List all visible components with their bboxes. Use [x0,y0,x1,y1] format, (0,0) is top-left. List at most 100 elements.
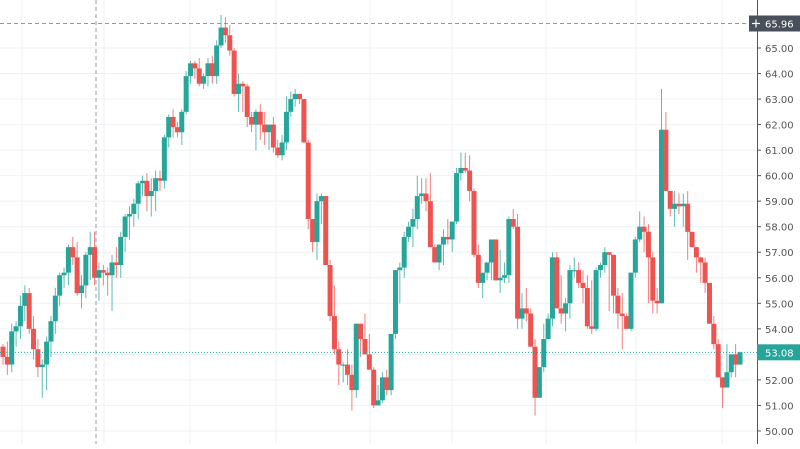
candle[interactable] [35,339,41,378]
candle[interactable] [366,333,372,370]
candle[interactable] [659,88,665,304]
candle[interactable] [240,81,246,112]
candle[interactable] [345,349,351,385]
candle[interactable] [140,175,146,197]
candle[interactable] [615,287,621,329]
candle[interactable] [336,341,342,385]
candle[interactable] [392,270,398,340]
candle[interactable] [179,109,185,146]
candle[interactable] [454,167,460,225]
candle[interactable] [663,111,669,191]
candle[interactable] [602,247,608,273]
candle[interactable] [711,316,717,350]
candle[interactable] [632,236,638,278]
candle[interactable] [218,14,224,48]
candle[interactable] [427,173,433,248]
candle[interactable] [449,221,455,253]
candle[interactable] [253,109,259,151]
candle[interactable] [262,111,268,146]
candle[interactable] [92,231,98,286]
candle[interactable] [371,367,377,408]
candle[interactable] [57,272,63,306]
candle[interactable] [401,231,407,278]
candle[interactable] [331,285,337,355]
candle[interactable] [536,367,542,398]
candle[interactable] [201,73,207,89]
candle[interactable] [305,139,311,230]
candle[interactable] [87,231,93,281]
candle[interactable] [384,369,390,396]
candle[interactable] [698,257,704,283]
candle[interactable] [549,252,555,327]
candle[interactable] [563,298,569,332]
candle[interactable] [515,213,521,329]
candle[interactable] [349,364,355,411]
candle[interactable] [166,114,172,148]
candle[interactable] [737,351,743,365]
candle[interactable] [288,91,294,117]
candle[interactable] [192,60,198,79]
candle[interactable] [153,170,159,212]
candle[interactable] [170,109,176,138]
candle[interactable] [209,55,215,84]
candle[interactable] [423,178,429,212]
candle-series[interactable] [0,14,743,416]
candle[interactable] [619,293,625,350]
candle[interactable] [645,224,651,304]
candle[interactable] [545,313,551,340]
candle[interactable] [70,236,76,266]
candle[interactable] [244,83,250,128]
candle[interactable] [611,254,617,314]
candle[interactable] [676,193,682,214]
candle[interactable] [375,384,381,406]
candle[interactable] [249,111,255,133]
candle[interactable] [161,134,167,189]
candle[interactable] [196,58,202,87]
candle[interactable] [584,275,590,329]
price-axis[interactable]: 66.0050.0051.0052.0053.0054.0055.0056.00… [749,0,800,444]
candle[interactable] [467,155,473,202]
candle[interactable] [445,219,451,245]
candle[interactable] [720,377,726,408]
candle[interactable] [571,257,577,278]
candle[interactable] [144,173,150,212]
candle[interactable] [597,262,603,278]
candle[interactable] [528,308,534,347]
candle[interactable] [724,344,730,388]
candle[interactable] [78,275,84,309]
candle[interactable] [624,313,630,329]
candle[interactable] [113,247,119,278]
candle[interactable] [222,17,228,43]
candle[interactable] [235,73,241,112]
candle[interactable] [65,244,71,286]
candle[interactable] [131,198,137,227]
candle[interactable] [475,244,481,288]
candle[interactable] [680,193,686,227]
candle[interactable] [318,193,324,225]
candle[interactable] [497,249,503,294]
candle[interactable] [580,270,586,304]
candle[interactable] [506,216,512,283]
candle[interactable] [310,219,316,253]
candle[interactable] [214,40,220,84]
candle[interactable] [122,213,128,253]
candle[interactable] [593,267,599,332]
candle[interactable] [22,285,28,322]
candle[interactable] [4,341,10,375]
candle[interactable] [480,272,486,299]
candle[interactable] [654,287,660,314]
candle[interactable] [74,242,80,296]
candle[interactable] [685,190,691,260]
candle[interactable] [410,208,416,248]
candle[interactable] [340,362,346,383]
candle[interactable] [576,262,582,288]
candle[interactable] [440,229,446,266]
candle[interactable] [558,275,564,324]
candle[interactable] [323,196,329,266]
candle[interactable] [174,122,180,138]
candle[interactable] [628,272,634,332]
candle[interactable] [693,247,699,273]
candle[interactable] [362,313,368,355]
